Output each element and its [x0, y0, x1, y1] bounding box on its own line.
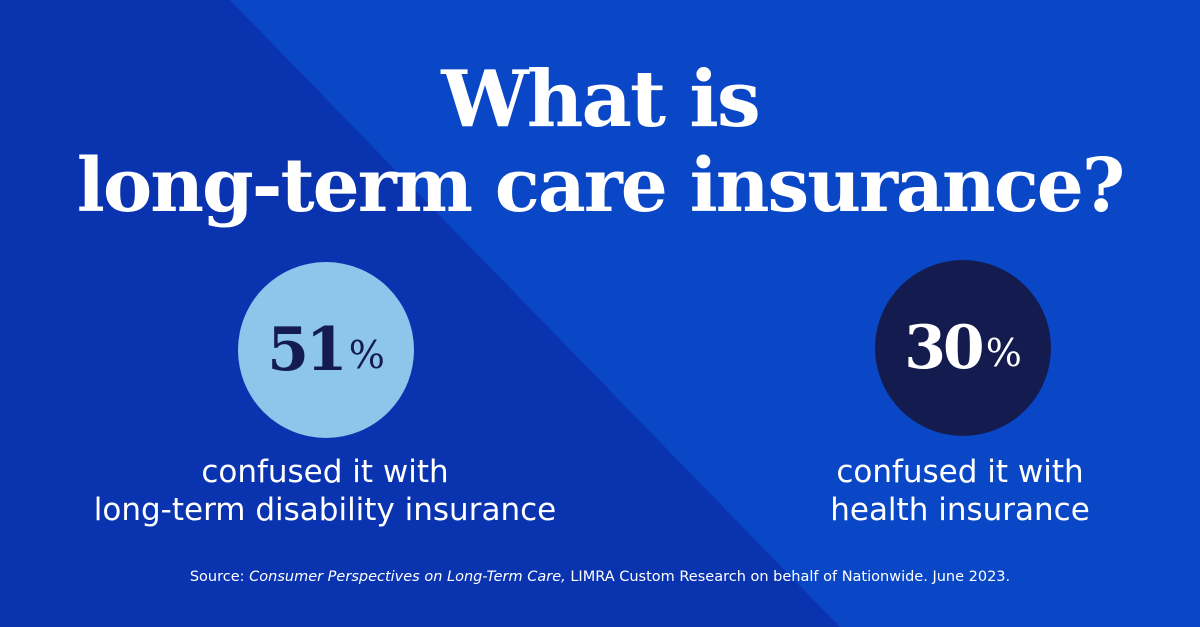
- stat-circle-right: 30%: [875, 260, 1051, 436]
- stat-caption-left: confused it with long-term disability in…: [40, 453, 610, 529]
- headline-line-1: What is: [441, 54, 761, 145]
- stat-caption-right-line-1: confused it with: [836, 454, 1084, 490]
- headline-line-2: long-term care insurance?: [76, 143, 1126, 229]
- background-dark-panel: [0, 0, 840, 627]
- source-citation: Source: Consumer Perspectives on Long-Te…: [0, 567, 1200, 587]
- stat-caption-right-line-2: health insurance: [830, 492, 1090, 528]
- stat-caption-left-line-1: confused it with: [201, 454, 449, 490]
- stat-percent-sign-left: %: [348, 333, 385, 377]
- stat-circle-left: 51%: [238, 262, 414, 438]
- stat-value-right: 30%: [904, 318, 1022, 378]
- stat-value-left: 51%: [267, 320, 385, 380]
- stat-caption-right: confused it with health insurance: [765, 453, 1155, 529]
- source-prefix: Source:: [189, 569, 250, 585]
- source-publication-title: Consumer Perspectives on Long-Term Care,: [249, 569, 566, 585]
- stat-caption-left-line-2: long-term disability insurance: [93, 492, 557, 528]
- stat-percent-sign-right: %: [985, 331, 1022, 375]
- stat-number-left: 51: [267, 315, 347, 385]
- source-details: LIMRA Custom Research on behalf of Natio…: [565, 569, 1011, 585]
- stat-number-right: 30: [904, 313, 984, 383]
